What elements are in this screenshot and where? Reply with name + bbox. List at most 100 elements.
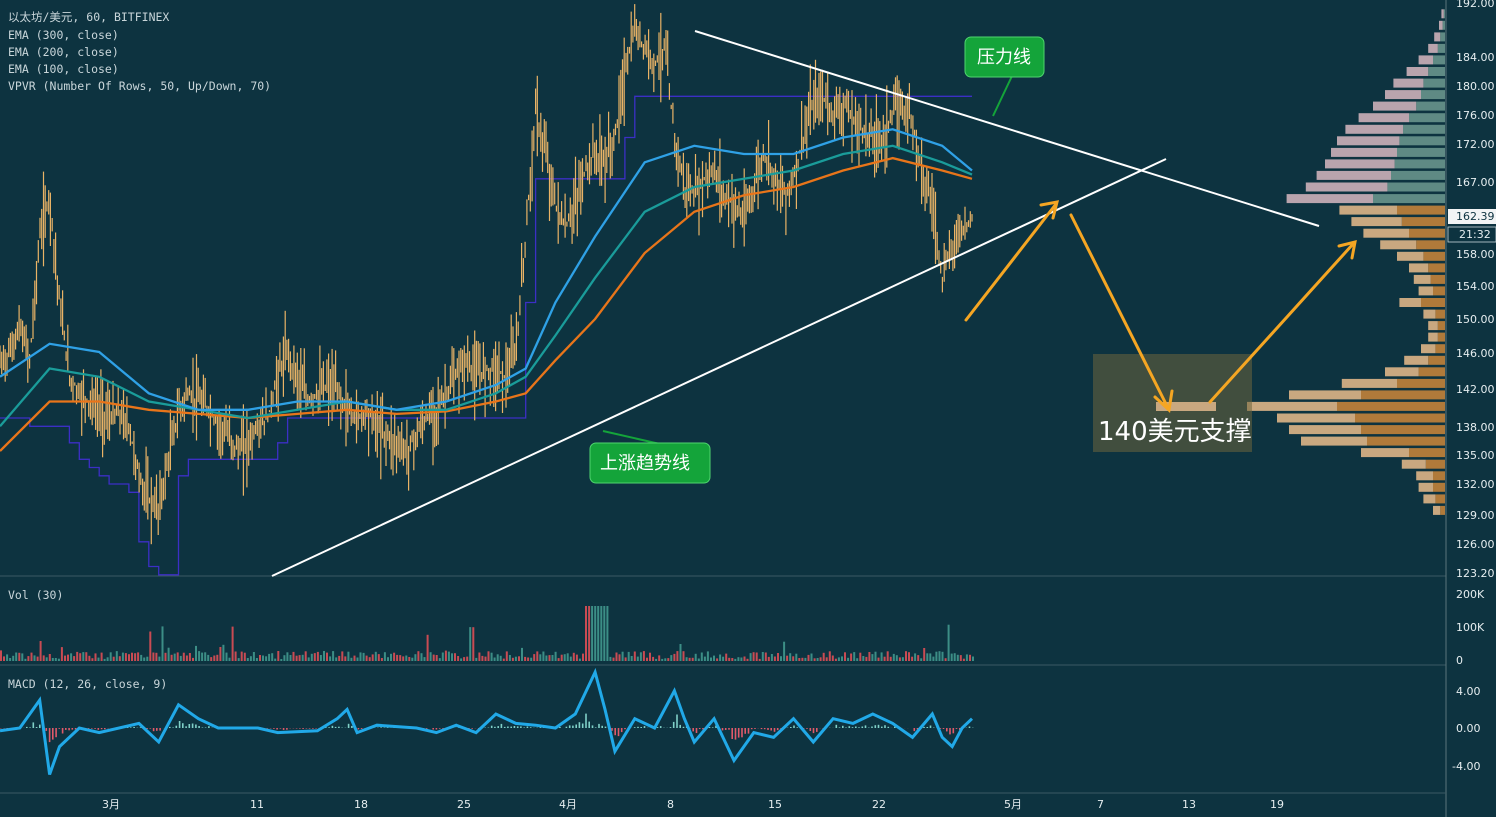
volume-bar bbox=[146, 656, 149, 661]
volume-bar bbox=[609, 656, 612, 661]
volume-bar bbox=[932, 656, 935, 661]
vpvr-row-down bbox=[1428, 67, 1445, 76]
macd-histogram-bar bbox=[816, 728, 818, 732]
volume-bar bbox=[880, 652, 883, 661]
volume-bar bbox=[542, 651, 545, 661]
volume-bar bbox=[271, 653, 274, 661]
volume-bar bbox=[767, 656, 770, 661]
volume-bar bbox=[798, 658, 801, 661]
volume-bar bbox=[499, 655, 502, 661]
macd-histogram-bar bbox=[643, 726, 646, 728]
macd-histogram-bar bbox=[692, 728, 694, 732]
macd-histogram-bar bbox=[191, 723, 194, 728]
volume-bar bbox=[326, 652, 328, 661]
volume-bar bbox=[338, 655, 341, 661]
volume-bar bbox=[636, 656, 639, 661]
volume-bar bbox=[886, 651, 889, 661]
volume-bar bbox=[789, 653, 792, 661]
macd-histogram-bar bbox=[598, 723, 600, 728]
macd-histogram-bar bbox=[724, 728, 727, 730]
macd-histogram-bar bbox=[578, 722, 581, 728]
volume-bar bbox=[652, 656, 655, 661]
volume-bar bbox=[572, 652, 575, 661]
volume-bar bbox=[243, 652, 246, 661]
volume-bar bbox=[176, 652, 179, 661]
vpvr-row-up bbox=[1404, 355, 1429, 365]
projection-arrows bbox=[964, 200, 1357, 414]
volume-bar bbox=[716, 658, 719, 661]
macd-histogram-bar bbox=[279, 728, 282, 729]
volume-bar bbox=[213, 655, 216, 661]
vpvr-row-up bbox=[1289, 390, 1361, 400]
macd-histogram-bar bbox=[539, 727, 542, 728]
macd-histogram-bar bbox=[861, 726, 864, 728]
volume-bar bbox=[871, 654, 874, 661]
volume-bar bbox=[606, 606, 609, 661]
vpvr-row-down bbox=[1416, 240, 1445, 250]
volume-bar bbox=[822, 652, 825, 661]
volume-bar bbox=[329, 656, 332, 661]
vpvr-row-down bbox=[1440, 505, 1445, 515]
macd-histogram-bar bbox=[864, 725, 867, 728]
volume-bar bbox=[844, 652, 846, 661]
vpvr-row-up bbox=[1380, 240, 1417, 250]
vpvr-row-down bbox=[1423, 78, 1445, 88]
volume-bar bbox=[761, 652, 764, 661]
time-tick: 22 bbox=[872, 798, 886, 811]
macd-histogram-bar bbox=[845, 727, 847, 728]
macd-histogram-bar bbox=[803, 728, 805, 729]
volume-bar bbox=[94, 653, 97, 661]
volume-bar bbox=[124, 653, 127, 661]
vpvr-row-down bbox=[1428, 263, 1445, 273]
volume-bar bbox=[48, 654, 51, 661]
macd-histogram-bar bbox=[835, 724, 838, 728]
volume-bar bbox=[438, 658, 441, 661]
macd-histogram-bar bbox=[715, 725, 717, 728]
macd-histogram-bar bbox=[490, 725, 493, 728]
macd-histogram-bar bbox=[299, 728, 301, 729]
volume-bar bbox=[237, 658, 240, 661]
vpvr-row-up bbox=[1337, 136, 1400, 146]
vpvr-row-down bbox=[1361, 390, 1445, 400]
volume-bar bbox=[514, 656, 517, 661]
volume-bar bbox=[182, 652, 185, 661]
macd-histogram-bar bbox=[773, 728, 776, 732]
volume-bar bbox=[170, 654, 173, 661]
volume-bar bbox=[64, 655, 66, 661]
volume-bar bbox=[874, 651, 877, 661]
volume-tick: 100K bbox=[1456, 621, 1485, 634]
macd-histogram-bar bbox=[894, 726, 896, 728]
volume-bar bbox=[722, 656, 725, 661]
macd-histogram-bar bbox=[201, 727, 204, 728]
volume-bar bbox=[664, 658, 667, 661]
volume-bar bbox=[246, 658, 249, 661]
volume-bar bbox=[828, 651, 831, 661]
volume-bar bbox=[667, 658, 670, 661]
volume-bar bbox=[706, 651, 709, 661]
volume-bar bbox=[405, 655, 408, 661]
volume-bar bbox=[441, 652, 444, 661]
vpvr-row-down bbox=[1435, 344, 1445, 354]
vpvr-row-down bbox=[1433, 482, 1445, 492]
macd-histogram-bar bbox=[432, 728, 434, 730]
volume-bar bbox=[280, 659, 283, 661]
vpvr-row-down bbox=[1373, 194, 1445, 204]
macd-histogram-bar bbox=[435, 728, 438, 730]
macd-histogram-bar bbox=[29, 727, 31, 728]
volume-bar bbox=[356, 657, 359, 661]
macd-histogram-bar bbox=[926, 727, 929, 728]
trendline-callout-text: 上涨趋势线 bbox=[600, 453, 690, 474]
volume-bar bbox=[112, 656, 115, 661]
volume-bar bbox=[859, 652, 862, 661]
vpvr-row-up bbox=[1423, 309, 1436, 319]
volume-bar bbox=[691, 657, 694, 661]
volume-bar bbox=[551, 655, 554, 661]
vpvr-row-up bbox=[1385, 367, 1419, 377]
price-axis: 192.00 184.00 180.00 176.00 172.00 167.0… bbox=[1447, 0, 1496, 580]
volume-bar bbox=[816, 658, 819, 661]
symbol-line: 以太坊/美元, 60, BITFINEX bbox=[8, 10, 169, 24]
volume-bar bbox=[6, 654, 9, 661]
volume-bar bbox=[51, 658, 54, 661]
macd-histogram-bar bbox=[741, 728, 743, 738]
header-legend: 以太坊/美元, 60, BITFINEX EMA (300, close) EM… bbox=[8, 10, 271, 93]
